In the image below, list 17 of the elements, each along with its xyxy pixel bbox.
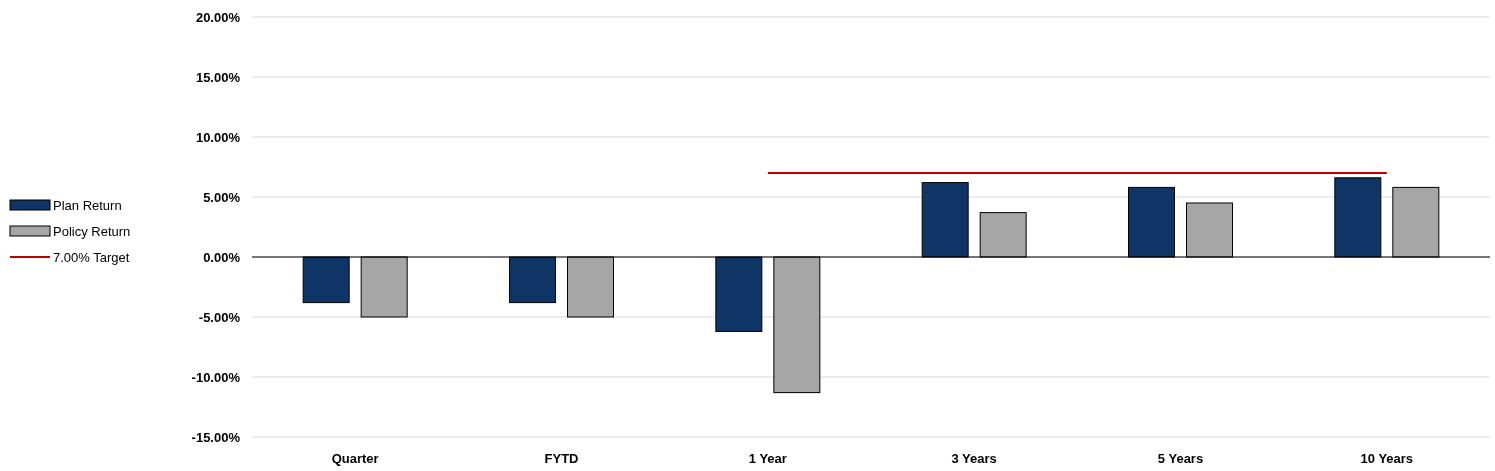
- y-tick-label: -5.00%: [198, 309, 241, 325]
- legend-label: Policy Return: [53, 223, 131, 239]
- x-tick-label: FYTD: [544, 451, 579, 466]
- x-tick-label: 10 Years: [1360, 451, 1414, 466]
- y-tick-label: 15.00%: [195, 69, 241, 85]
- legend-label: 7.00% Target: [53, 249, 130, 265]
- y-tick-label: -10.00%: [191, 369, 241, 385]
- x-tick-label: 3 Years: [951, 451, 997, 466]
- y-tick-label: 20.00%: [195, 9, 241, 25]
- y-tick-label: 5.00%: [203, 189, 241, 205]
- y-tick-label: -15.00%: [191, 429, 241, 445]
- y-tick-label: 10.00%: [195, 129, 241, 145]
- x-tick-label: Quarter: [331, 451, 379, 466]
- legend-label: Plan Return: [53, 197, 122, 213]
- x-tick-label: 5 Years: [1157, 451, 1204, 466]
- y-tick-label: 0.00%: [203, 249, 241, 265]
- x-tick-label: 1 Year: [748, 451, 787, 466]
